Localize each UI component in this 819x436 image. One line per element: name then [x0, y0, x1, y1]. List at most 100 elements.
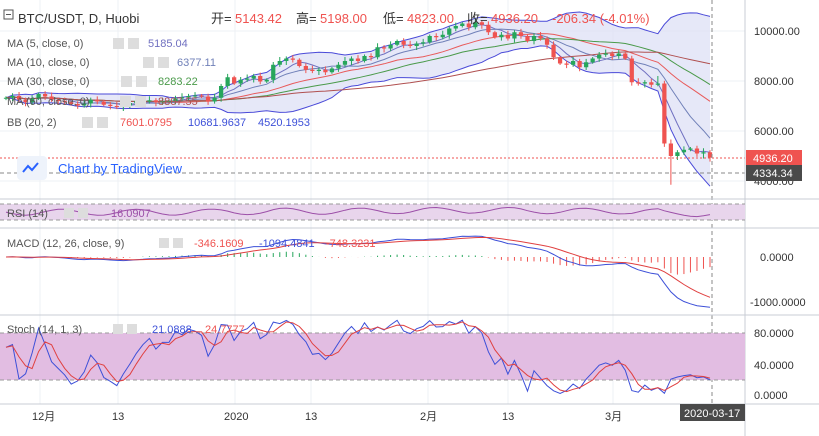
macd-signal-value: -748.3231	[326, 238, 376, 250]
settings-icon[interactable]	[113, 38, 124, 49]
candle	[23, 97, 28, 107]
candle	[694, 145, 700, 157]
crosshair-price-badge	[746, 165, 802, 181]
candle	[584, 58, 589, 70]
candle	[551, 41, 556, 60]
bb-upper-band	[5, 11, 711, 99]
candle-body	[531, 36, 537, 41]
candle	[681, 146, 687, 155]
close-icon[interactable]	[158, 57, 169, 68]
close-icon[interactable]	[78, 208, 88, 218]
macd-value: -1094.4841	[259, 238, 315, 250]
settings-icon[interactable]	[113, 324, 123, 334]
ma5-label[interactable]: MA (5, close, 0)	[7, 38, 83, 50]
candle-body	[232, 77, 237, 84]
candle	[271, 62, 276, 84]
candle	[56, 97, 61, 105]
candle	[264, 78, 269, 83]
time-tick: 2月	[420, 411, 437, 423]
ma10-label[interactable]: MA (10, close, 0)	[7, 57, 90, 69]
candle-body	[329, 68, 335, 73]
close-icon[interactable]	[128, 38, 139, 49]
candle-body	[264, 79, 269, 82]
settings-icon[interactable]	[120, 96, 131, 107]
bb-label[interactable]: BB (20, 2)	[7, 117, 57, 129]
candle-body	[69, 102, 74, 104]
candle	[166, 99, 172, 103]
candle-body	[694, 148, 700, 154]
close-icon[interactable]	[97, 117, 108, 128]
candle-body	[525, 36, 530, 41]
candle	[10, 93, 15, 102]
rsi-label[interactable]: RSI (14)	[7, 208, 48, 220]
change-value: -206.34 (-4.01%)	[552, 11, 650, 26]
candle	[453, 22, 458, 32]
ma30-value: 8283.22	[158, 76, 198, 88]
candle	[362, 54, 367, 63]
ma60-label[interactable]: MA (60, close, 0)	[7, 96, 90, 108]
main-legend: BTC/USDT, D, Huobi 开= 5143.42 高= 5198.00…	[3, 9, 650, 26]
ma30-label[interactable]: MA (30, close, 0)	[7, 76, 90, 88]
macd-hist-value: -346.1609	[194, 238, 244, 250]
candle	[401, 38, 406, 49]
close-label: 收=	[467, 11, 488, 26]
candle-body	[518, 32, 524, 36]
candle	[655, 76, 660, 87]
candle-body	[688, 148, 693, 150]
candle	[505, 30, 511, 41]
settings-icon[interactable]	[143, 57, 154, 68]
candle-body	[603, 53, 608, 55]
candle-body	[551, 44, 556, 58]
settings-icon[interactable]	[159, 238, 169, 248]
collapse-icon[interactable]	[3, 9, 14, 20]
close-icon[interactable]	[173, 238, 183, 248]
candle-body	[212, 97, 217, 102]
time-axis[interactable]: 12月 13 2020 13 2月 13 3月	[32, 411, 622, 423]
candle-body	[147, 100, 152, 102]
candle	[629, 55, 634, 86]
candle	[290, 55, 295, 63]
candle-body	[101, 101, 106, 105]
candle-body	[434, 36, 439, 38]
candle	[153, 98, 159, 107]
current-price-badge	[746, 150, 802, 166]
stoch-label[interactable]: Stoch (14, 1, 3)	[7, 324, 82, 336]
candle	[394, 39, 400, 47]
rsi-line	[5, 206, 711, 218]
candle-body	[636, 82, 641, 84]
candle-body	[375, 47, 380, 58]
candle-body	[108, 104, 113, 106]
macd-label[interactable]: MACD (12, 26, close, 9)	[7, 238, 124, 250]
candle-body	[95, 99, 100, 102]
candle-body	[655, 83, 660, 85]
candle-body	[75, 104, 80, 106]
close-icon[interactable]	[127, 324, 137, 334]
close-icon[interactable]	[135, 96, 146, 107]
candle-body	[453, 26, 458, 29]
candle-body	[447, 28, 452, 35]
candle-body	[564, 63, 569, 65]
watermark-text[interactable]: Chart by TradingView	[58, 161, 183, 176]
candle	[544, 36, 550, 49]
close-icon[interactable]	[136, 76, 147, 87]
candle-body	[355, 58, 361, 61]
candle	[473, 18, 478, 30]
settings-icon[interactable]	[121, 76, 132, 87]
settings-icon[interactable]	[64, 208, 74, 218]
open-label: 开=	[211, 11, 232, 26]
low-label: 低=	[383, 11, 404, 26]
stoch-d-line	[5, 321, 711, 393]
tradingview-watermark[interactable]: Chart by TradingView	[17, 156, 183, 180]
candle-body	[381, 47, 387, 49]
high-value: 5198.00	[320, 11, 367, 26]
candle-body	[303, 66, 308, 70]
candle-body	[362, 56, 367, 61]
candle	[205, 93, 211, 105]
candle	[29, 95, 35, 105]
candle	[642, 80, 647, 88]
settings-icon[interactable]	[82, 117, 93, 128]
candle	[277, 57, 282, 67]
candle-body	[166, 101, 172, 102]
candle	[375, 43, 380, 60]
